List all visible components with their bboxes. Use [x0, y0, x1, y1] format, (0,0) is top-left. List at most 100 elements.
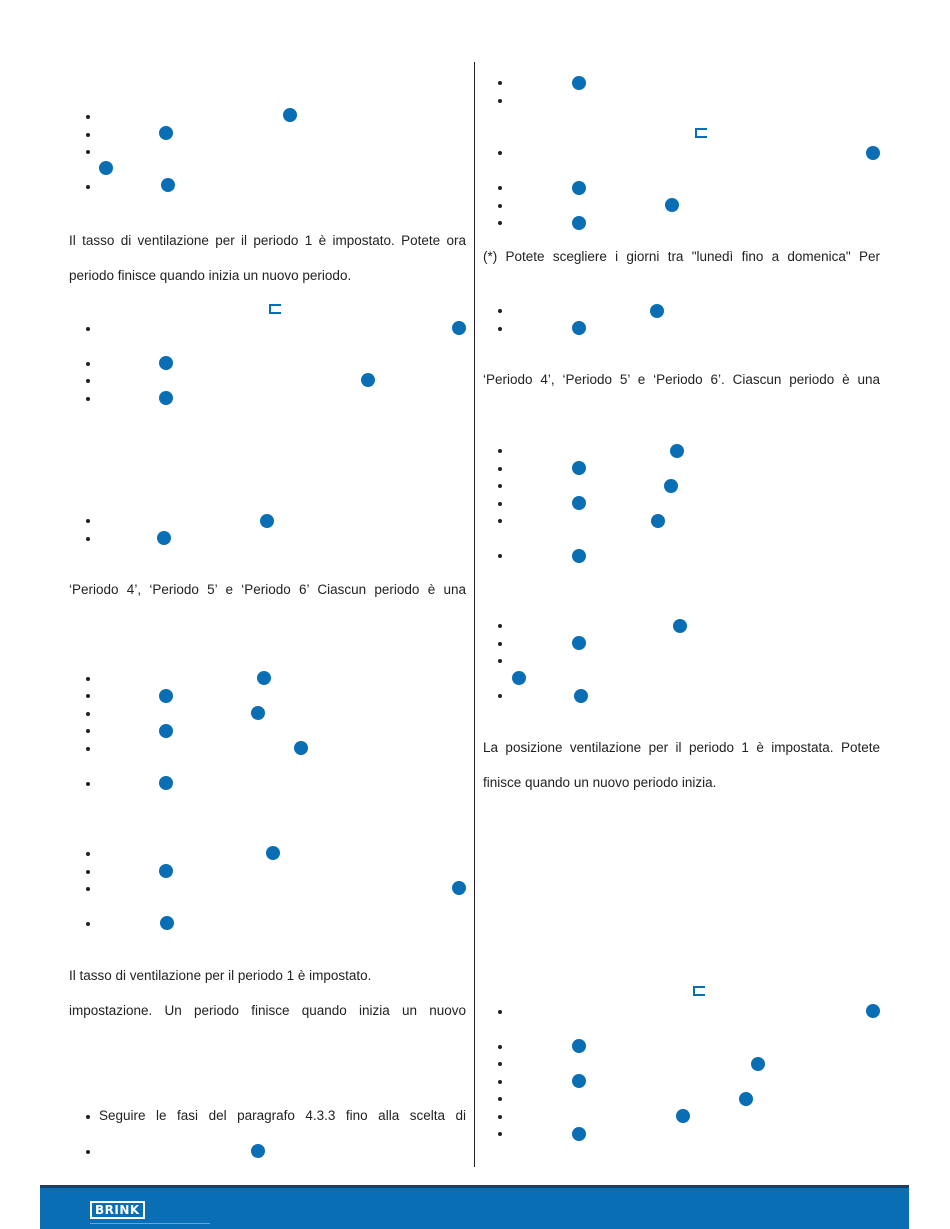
- bullet-marker: [498, 99, 502, 103]
- bullet-marker: [498, 309, 502, 313]
- button-symbol-icon: [512, 671, 526, 685]
- bullet-marker: [86, 712, 90, 716]
- button-symbol-icon: [251, 706, 265, 720]
- bullet-marker: [498, 186, 502, 190]
- button-symbol-icon: [572, 321, 586, 335]
- bullet-marker: [498, 81, 502, 85]
- button-symbol-icon: [161, 178, 175, 192]
- button-symbol-icon: [159, 356, 173, 370]
- button-symbol-icon: [751, 1057, 765, 1071]
- button-symbol-icon: [260, 514, 274, 528]
- button-symbol-icon: [664, 479, 678, 493]
- bullet-marker: [86, 150, 90, 154]
- button-symbol-icon: [651, 514, 665, 528]
- button-symbol-icon: [99, 161, 113, 175]
- button-symbol-icon: [670, 444, 684, 458]
- button-symbol-icon: [257, 671, 271, 685]
- button-symbol-icon: [673, 619, 687, 633]
- bullet-marker: [498, 694, 502, 698]
- button-symbol-icon: [866, 1004, 880, 1018]
- bullet-marker: [498, 519, 502, 523]
- button-symbol-icon: [283, 108, 297, 122]
- paragraph: Il tasso di ventilazione per il periodo …: [69, 233, 466, 248]
- display-symbol-icon: [269, 304, 281, 314]
- bullet-marker: [86, 133, 90, 137]
- button-symbol-icon: [159, 864, 173, 878]
- bullet-marker: [498, 642, 502, 646]
- paragraph: periodo finisce quando inizia un nuovo p…: [69, 268, 352, 283]
- bullet-marker: [498, 1062, 502, 1066]
- button-symbol-icon: [572, 636, 586, 650]
- button-symbol-icon: [572, 216, 586, 230]
- bullet-marker: [498, 467, 502, 471]
- button-symbol-icon: [665, 198, 679, 212]
- bullet-marker: [498, 484, 502, 488]
- brink-logo: BRINK: [90, 1201, 145, 1219]
- bullet-marker: [86, 519, 90, 523]
- button-symbol-icon: [266, 846, 280, 860]
- bullet-marker: [86, 379, 90, 383]
- bullet-marker: [498, 449, 502, 453]
- button-symbol-icon: [739, 1092, 753, 1106]
- bullet-marker: [498, 1132, 502, 1136]
- display-symbol-icon: [693, 986, 705, 996]
- bullet-marker: [498, 1080, 502, 1084]
- bullet-marker: [498, 554, 502, 558]
- button-symbol-icon: [572, 1074, 586, 1088]
- display-symbol-icon: [695, 128, 707, 138]
- button-symbol-icon: [452, 321, 466, 335]
- bullet-marker: [86, 1115, 90, 1119]
- bullet-marker: [86, 185, 90, 189]
- paragraph: impostazione. Un periodo finisce quando …: [69, 1003, 466, 1018]
- bullet-marker: [498, 1115, 502, 1119]
- bullet-marker: [86, 922, 90, 926]
- button-symbol-icon: [361, 373, 375, 387]
- step-instruction: Seguire le fasi del paragrafo 4.3.3 fino…: [99, 1108, 466, 1123]
- bullet-marker: [498, 1010, 502, 1014]
- button-symbol-icon: [572, 1127, 586, 1141]
- button-symbol-icon: [572, 549, 586, 563]
- paragraph: (*) Potete scegliere i giorni tra "luned…: [483, 249, 880, 264]
- bullet-marker: [498, 624, 502, 628]
- bullet-marker: [86, 677, 90, 681]
- bullet-marker: [86, 782, 90, 786]
- column-divider: [474, 62, 475, 1167]
- button-symbol-icon: [676, 1109, 690, 1123]
- bullet-marker: [86, 115, 90, 119]
- bullet-marker: [498, 1097, 502, 1101]
- button-symbol-icon: [866, 146, 880, 160]
- bullet-marker: [86, 870, 90, 874]
- paragraph: finisce quando un nuovo periodo inizia.: [483, 775, 717, 790]
- button-symbol-icon: [572, 496, 586, 510]
- paragraph: La posizione ventilazione per il periodo…: [483, 740, 880, 755]
- bullet-marker: [86, 362, 90, 366]
- button-symbol-icon: [159, 126, 173, 140]
- button-symbol-icon: [159, 689, 173, 703]
- bullet-marker: [86, 729, 90, 733]
- button-symbol-icon: [159, 724, 173, 738]
- logo-underline: [90, 1223, 210, 1224]
- button-symbol-icon: [572, 76, 586, 90]
- bullet-marker: [498, 327, 502, 331]
- paragraph: ‘Periodo 4’, ‘Periodo 5’ e ‘Periodo 6’. …: [483, 372, 880, 387]
- bullet-marker: [86, 694, 90, 698]
- button-symbol-icon: [572, 1039, 586, 1053]
- button-symbol-icon: [294, 741, 308, 755]
- bullet-marker: [498, 1045, 502, 1049]
- button-symbol-icon: [157, 531, 171, 545]
- bullet-marker: [498, 204, 502, 208]
- bullet-marker: [86, 1150, 90, 1154]
- button-symbol-icon: [650, 304, 664, 318]
- page-footer: BRINK: [40, 1185, 909, 1229]
- bullet-marker: [498, 502, 502, 506]
- bullet-marker: [86, 397, 90, 401]
- button-symbol-icon: [452, 881, 466, 895]
- button-symbol-icon: [160, 916, 174, 930]
- button-symbol-icon: [574, 689, 588, 703]
- button-symbol-icon: [159, 391, 173, 405]
- button-symbol-icon: [251, 1144, 265, 1158]
- bullet-marker: [86, 537, 90, 541]
- button-symbol-icon: [572, 181, 586, 195]
- bullet-marker: [498, 221, 502, 225]
- paragraph: Il tasso di ventilazione per il periodo …: [69, 968, 372, 983]
